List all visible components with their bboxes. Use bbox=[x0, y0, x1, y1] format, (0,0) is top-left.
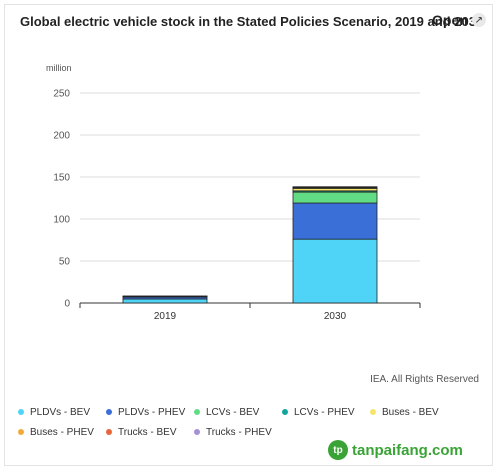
y-tick-label: 150 bbox=[53, 173, 70, 184]
bar-segment-pldvs-bev-2019 bbox=[122, 298, 208, 304]
y-tick-label: 0 bbox=[64, 299, 70, 310]
legend-item[interactable]: Trucks - BEV bbox=[106, 425, 194, 439]
chart-card bbox=[4, 4, 493, 466]
x-tick-label: 2019 bbox=[154, 311, 177, 322]
legend-item[interactable]: Buses - BEV bbox=[370, 405, 458, 419]
legend-label: PLDVs - PHEV bbox=[118, 406, 186, 418]
y-tick-label: 50 bbox=[59, 257, 71, 268]
legend-label: Trucks - BEV bbox=[118, 426, 177, 438]
y-tick-label: 250 bbox=[53, 89, 70, 100]
legend-swatch bbox=[18, 409, 24, 415]
y-tick-label: 200 bbox=[53, 131, 70, 142]
legend-label: LCVs - PHEV bbox=[294, 406, 355, 418]
chart-legend: PLDVs - BEV PLDVs - PHEV LCVs - BEV LCVs - … bbox=[18, 405, 478, 439]
legend-label: PLDVs - BEV bbox=[30, 406, 91, 418]
legend-item[interactable]: Trucks - PHEV bbox=[194, 425, 282, 439]
legend-label: Buses - BEV bbox=[382, 406, 439, 418]
open-button[interactable]: Open ↗ bbox=[432, 12, 486, 28]
watermark-text: tanpaifang.com bbox=[352, 441, 463, 459]
legend-label: Buses - PHEV bbox=[30, 426, 94, 438]
legend-label: LCVs - BEV bbox=[206, 406, 260, 418]
legend-swatch bbox=[194, 409, 200, 415]
legend-swatch bbox=[106, 409, 112, 415]
open-button-label: Open bbox=[432, 12, 468, 28]
x-tick-label: 2030 bbox=[324, 311, 347, 322]
watermark: tp tanpaifang.com bbox=[328, 440, 463, 460]
bar-segment-lcvs-bev-2030 bbox=[292, 191, 378, 204]
y-axis-unit-label: million bbox=[46, 63, 72, 73]
external-link-icon: ↗ bbox=[471, 13, 486, 27]
bar-segment-pldvs-phev-2030 bbox=[292, 202, 378, 240]
legend-swatch bbox=[194, 429, 200, 435]
legend-item[interactable]: LCVs - BEV bbox=[194, 405, 282, 419]
legend-swatch bbox=[370, 409, 376, 415]
y-tick-label: 100 bbox=[53, 215, 70, 226]
legend-item[interactable]: LCVs - PHEV bbox=[282, 405, 370, 419]
legend-swatch bbox=[18, 429, 24, 435]
legend-item[interactable]: PLDVs - PHEV bbox=[106, 405, 194, 419]
legend-swatch bbox=[106, 429, 112, 435]
legend-label: Trucks - PHEV bbox=[206, 426, 272, 438]
tanpaifang-logo-icon: tp bbox=[328, 440, 348, 460]
legend-item[interactable]: Buses - PHEV bbox=[18, 425, 106, 439]
credit-text: IEA. All Rights Reserved bbox=[370, 374, 479, 385]
legend-item[interactable]: PLDVs - BEV bbox=[18, 405, 106, 419]
chart-title: Global electric vehicle stock in the Sta… bbox=[20, 14, 484, 29]
bar-segment-pldvs-bev-2030 bbox=[292, 238, 378, 304]
legend-swatch bbox=[282, 409, 288, 415]
